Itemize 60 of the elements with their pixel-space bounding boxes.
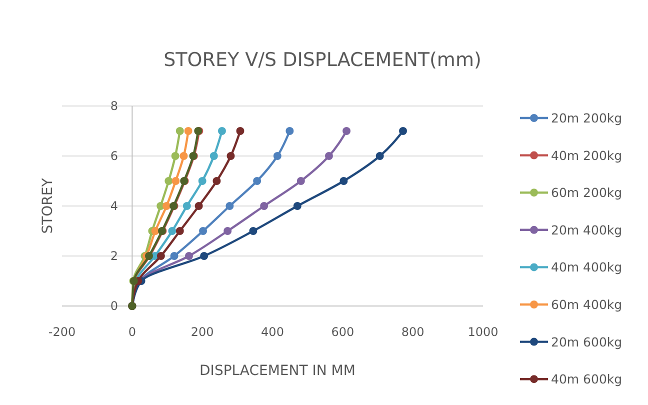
point [199,227,208,235]
point [376,152,384,160]
x-tick-label: 800 [401,325,424,339]
point [194,202,203,210]
legend-label: 60m 200kg [551,185,622,200]
legend-label: 40m 600kg [551,372,622,387]
point [162,202,171,210]
point [342,127,351,135]
x-tick-label: 600 [331,325,354,339]
y-axis-title: STOREY [40,178,56,234]
legend-label: 60m 400kg [551,297,622,312]
point [164,177,173,185]
legend-label: 40m 400kg [551,260,622,275]
x-tick-label: 0 [128,325,136,339]
point [180,152,188,160]
point [182,202,191,210]
point [296,177,305,185]
point [236,127,244,135]
y-tick-label: 6 [110,149,118,163]
x-axis-title: DISPLACEMENT IN MM [200,363,356,379]
point [293,202,302,210]
legend-label: 40m 200kg [551,148,622,163]
point [210,152,218,160]
point [156,252,165,260]
y-tick-label: 4 [110,199,118,213]
x-tick-label: 1000 [468,325,498,339]
point [324,152,333,160]
point [185,252,193,260]
point [198,177,206,185]
point [399,127,408,135]
point [176,127,184,135]
legend-label: 20m 200kg [551,110,622,126]
point [184,127,192,135]
point [340,177,348,185]
point [212,177,221,185]
point [171,152,180,160]
point [273,152,282,160]
x-tick-label: 400 [261,325,284,339]
point [286,127,294,135]
point [200,252,208,260]
point [253,177,262,185]
y-tick-label: 0 [110,299,118,313]
chart-title: STOREY V/S DISPLACEMENT(mm) [164,49,482,71]
x-tick-label: 200 [190,325,214,339]
x-tick-label: -200 [48,325,76,339]
point [224,227,232,235]
point [151,227,160,235]
point [176,227,184,235]
point [226,202,234,210]
legend-label: 20m 600kg [551,334,622,350]
legend-label: 20m 400kg [551,222,622,238]
point [226,152,235,160]
point [260,202,268,210]
point [168,227,176,235]
point [218,127,226,135]
point [172,177,180,185]
y-tick-label: 2 [110,249,118,263]
point [249,227,258,235]
point [170,252,178,260]
y-tick-label: 8 [110,99,118,113]
